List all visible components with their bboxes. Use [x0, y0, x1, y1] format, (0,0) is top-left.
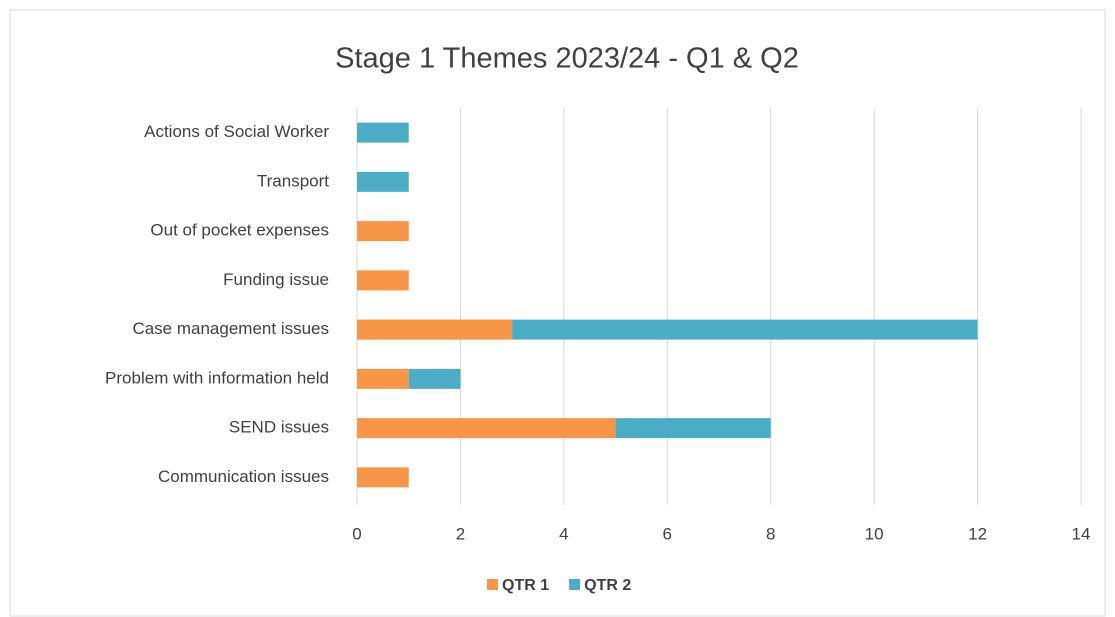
y-tick-label: Case management issues — [132, 319, 329, 338]
x-tick-label: 12 — [968, 524, 987, 543]
bar-segment — [408, 368, 461, 389]
x-tick-label: 8 — [766, 524, 775, 543]
y-tick-label: Actions of Social Worker — [144, 122, 329, 141]
x-tick-label: 4 — [559, 524, 568, 543]
bar-segment — [512, 319, 978, 340]
y-tick-label: Communication issues — [158, 467, 329, 486]
legend-label: QTR 2 — [584, 577, 631, 594]
y-tick-label: Transport — [257, 171, 329, 190]
bar-segment — [357, 418, 616, 439]
x-tick-label: 2 — [456, 524, 465, 543]
bar-segment — [357, 319, 513, 340]
bar-segment — [357, 368, 409, 389]
y-tick-label: Funding issue — [223, 270, 329, 289]
bar-segment — [357, 467, 409, 488]
chart-border — [9, 9, 1106, 617]
legend-label: QTR 1 — [502, 577, 549, 594]
x-tick-label: 6 — [663, 524, 672, 543]
y-tick-label: SEND issues — [229, 418, 329, 437]
bar-segment — [615, 418, 771, 439]
x-tick-label: 14 — [1072, 524, 1091, 543]
legend-swatch — [487, 579, 498, 590]
bar-segment — [357, 270, 409, 291]
y-tick-label: Out of pocket expenses — [150, 221, 329, 240]
bar-segment — [357, 221, 409, 242]
y-tick-label: Problem with information held — [105, 368, 329, 387]
chart-title: Stage 1 Themes 2023/24 - Q1 & Q2 — [335, 43, 799, 75]
x-tick-label: 0 — [352, 524, 361, 543]
bar-segment — [357, 171, 409, 192]
x-tick-label: 10 — [865, 524, 884, 543]
legend-swatch — [569, 579, 581, 590]
bar-segment — [357, 122, 409, 143]
